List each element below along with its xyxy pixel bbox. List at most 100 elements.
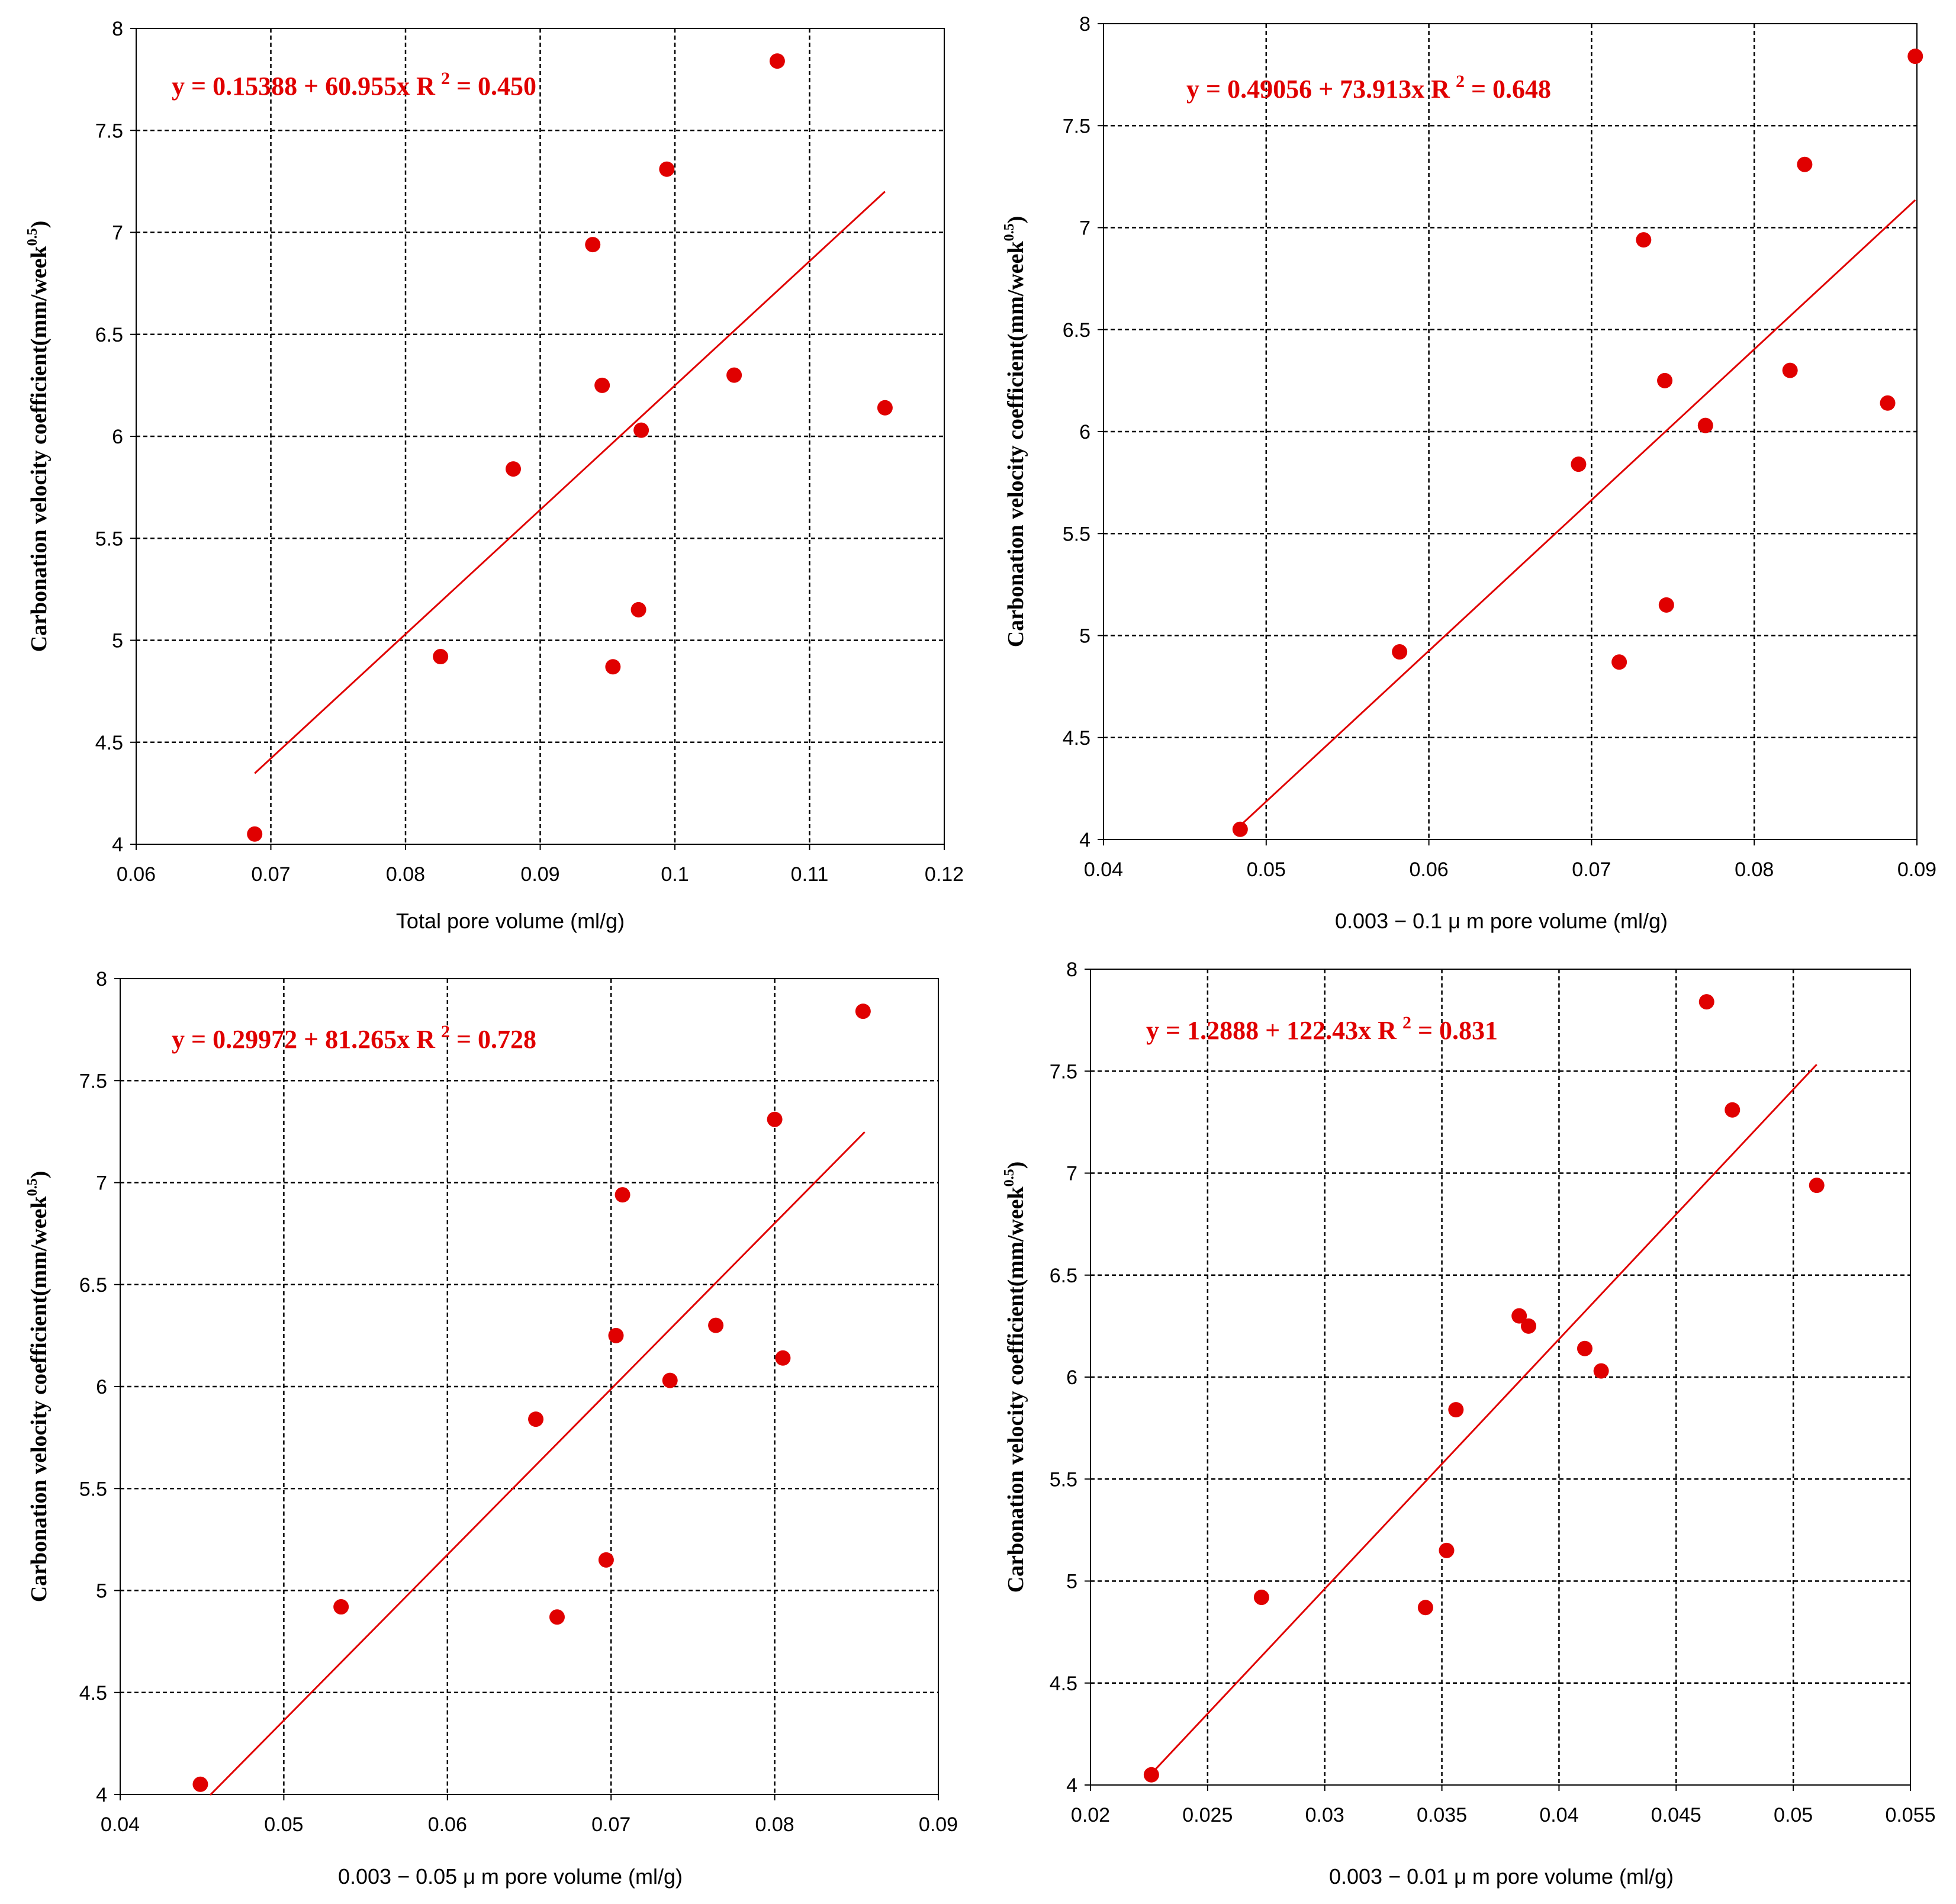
data-point <box>247 826 263 842</box>
x-tick-label: 0.06 <box>1410 858 1449 881</box>
x-tick-label: 0.08 <box>755 1813 794 1836</box>
x-tick-label: 0.02 <box>1071 1804 1110 1826</box>
data-point <box>1448 1402 1464 1418</box>
data-point <box>1698 994 1714 1010</box>
y-tick-label: 5.5 <box>79 1478 107 1500</box>
y-tick-label: 5.5 <box>1063 523 1090 545</box>
data-point <box>1417 1600 1433 1616</box>
x-tick-label: 0.055 <box>1885 1804 1935 1826</box>
data-point <box>630 602 646 617</box>
y-tick-label: 6 <box>1079 421 1090 443</box>
y-tick-label: 5 <box>112 630 123 652</box>
chart-panel-4: 0.02 0.025 0.03 0.035 0.04 0.045 0.05 0.055 4 4.5… <box>1002 959 1936 1889</box>
y-tick-label: 6.5 <box>79 1274 107 1297</box>
data-point <box>605 659 621 675</box>
y-tick-label: 6 <box>96 1376 107 1398</box>
y-tick-label: 5.5 <box>95 528 123 550</box>
y-tick-label: 6.5 <box>1063 319 1090 342</box>
data-point <box>767 1111 783 1127</box>
y-tick-label: 7.5 <box>95 120 123 142</box>
y-axis-title: Carbonation velocity coefficient(mm/week… <box>1002 1162 1028 1593</box>
r2-label: R <box>416 1025 436 1054</box>
regression-line <box>209 1131 866 1796</box>
x-tick-label: 0.07 <box>251 863 290 886</box>
data-point <box>594 377 610 393</box>
chart-panel-3: 0.04 0.05 0.06 0.07 0.08 0.09 4 4.5 5 5.5 6 6.5 7 7.5… <box>25 968 958 1889</box>
data-point <box>775 1350 791 1366</box>
x-tick-label: 0.08 <box>386 863 425 886</box>
y-axis-title: Carbonation velocity coefficient(mm/week… <box>1002 216 1028 648</box>
y-tick-label: 8 <box>1066 959 1077 981</box>
chart-panel-2: 0.04 0.05 0.06 0.07 0.08 0.09 4 4.5 5 5.5 6 6.5 7 7.5… <box>1002 13 1936 933</box>
x-tick-label: 0.05 <box>1247 858 1286 881</box>
x-tick-label: 0.05 <box>264 1813 303 1836</box>
data-point <box>1611 654 1627 670</box>
r2-power: 2 <box>1456 72 1465 91</box>
data-point <box>1571 456 1587 472</box>
data-point <box>1657 372 1673 388</box>
x-tick-label: 0.04 <box>101 1813 140 1836</box>
y-tick-label: 7 <box>96 1172 107 1195</box>
data-point <box>1636 232 1652 248</box>
y-tick-label: 4.5 <box>1063 727 1090 750</box>
data-point <box>506 461 521 477</box>
regression-line <box>1150 1063 1817 1774</box>
y-tick-label: 5.5 <box>1050 1468 1077 1491</box>
r2-label: R <box>1378 1016 1397 1045</box>
data-point <box>333 1599 349 1615</box>
x-tick-label: 0.035 <box>1417 1804 1467 1826</box>
data-point <box>1253 1590 1269 1606</box>
data-point <box>1880 395 1896 411</box>
equation-text: y = 0.49056 + 73.913x <box>1186 75 1431 104</box>
r2-value: = 0.728 <box>450 1025 536 1054</box>
data-point <box>598 1552 614 1568</box>
y-tick-label: 5 <box>1066 1571 1077 1593</box>
x-tick-label: 0.07 <box>1572 858 1611 881</box>
y-tick-label: 4 <box>1079 829 1090 851</box>
x-tick-label: 0.06 <box>117 863 156 886</box>
data-point <box>549 1609 565 1625</box>
data-point <box>708 1317 724 1333</box>
r2-power: 2 <box>441 69 450 88</box>
data-point <box>1143 1767 1159 1783</box>
data-point <box>1782 362 1798 378</box>
equation-text: y = 1.2888 + 122.43x <box>1146 1016 1378 1045</box>
x-axis-title: 0.003 − 0.01 μ m pore volume (ml/g) <box>1329 1864 1674 1889</box>
chart-panel-1: 0.06 0.07 0.08 0.09 0.1 0.11 0.12 4 4.5 5 5.5 6 6.5 7… <box>25 18 964 933</box>
y-tick-label: 7.5 <box>1050 1060 1077 1083</box>
x-tick-label: 0.12 <box>925 863 964 886</box>
data-point <box>1658 597 1674 613</box>
y-tick-label: 4 <box>1066 1774 1077 1797</box>
data-point <box>1797 156 1813 172</box>
data-point <box>726 367 742 383</box>
y-tick-label: 7.5 <box>79 1070 107 1092</box>
equation-text: y = 0.29972 + 81.265x <box>172 1025 416 1054</box>
x-tick-label: 0.045 <box>1651 1804 1701 1826</box>
data-point <box>1511 1308 1527 1324</box>
y-tick-label: 5 <box>96 1580 107 1603</box>
x-tick-label: 0.03 <box>1305 1804 1344 1826</box>
x-axis-title: 0.003 − 0.05 μ m pore volume (ml/g) <box>338 1864 683 1889</box>
y-tick-label: 4.5 <box>95 732 123 754</box>
x-tick-label: 0.1 <box>661 863 689 886</box>
data-point <box>1520 1318 1536 1334</box>
data-point <box>855 1004 871 1019</box>
y-tick-label: 6.5 <box>95 324 123 346</box>
r2-value: = 0.831 <box>1411 1016 1498 1045</box>
x-tick-label: 0.04 <box>1084 858 1123 881</box>
data-point <box>1809 1178 1825 1194</box>
data-point <box>615 1187 630 1203</box>
regression-line <box>254 191 886 774</box>
y-tick-label: 5 <box>1079 625 1090 648</box>
data-point <box>1232 821 1248 837</box>
data-point <box>192 1776 208 1792</box>
data-point <box>585 237 601 253</box>
y-tick-label: 6 <box>112 426 123 448</box>
data-point <box>433 649 449 665</box>
data-point <box>1725 1102 1741 1118</box>
y-tick-label: 7 <box>1079 217 1090 240</box>
